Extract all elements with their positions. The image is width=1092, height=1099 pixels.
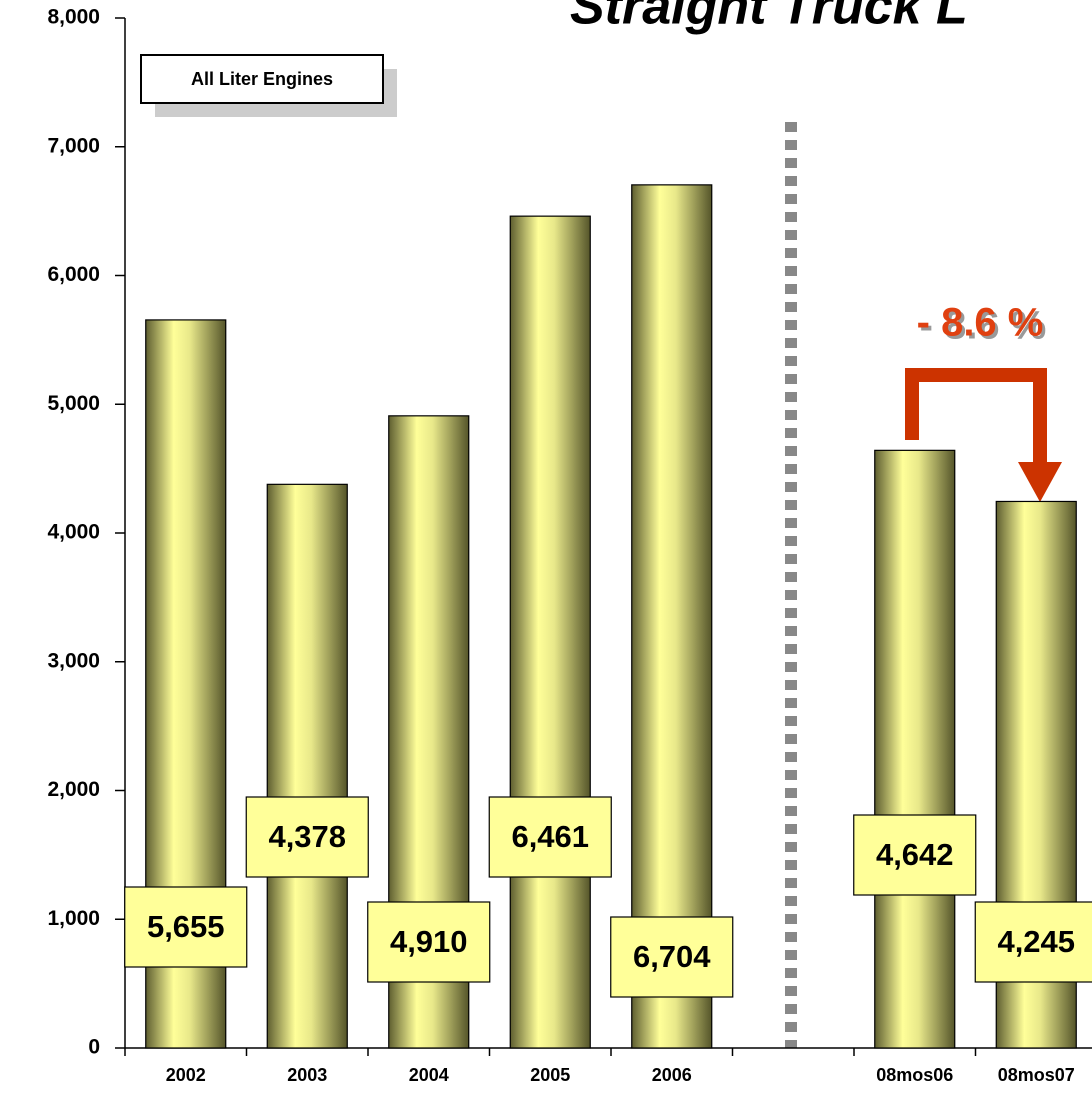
value-label: 4,642 [876, 837, 954, 872]
value-label-box [245, 796, 369, 878]
y-tick-label: 0 [88, 1036, 100, 1059]
value-label: 6,704 [633, 939, 711, 974]
arrow-head [1018, 462, 1062, 502]
value-label-box [853, 814, 977, 896]
value-label: 4,378 [268, 819, 346, 854]
bar [509, 215, 591, 1049]
bar [874, 449, 956, 1049]
value-label: 6,461 [511, 819, 589, 854]
value-label-box [488, 796, 612, 878]
value-label: 4,245 [997, 924, 1075, 959]
x-tick-label: 2005 [530, 1065, 570, 1085]
y-tick-label: 4,000 [47, 521, 100, 544]
y-tick-label: 6,000 [47, 263, 100, 286]
x-tick-label: 2003 [287, 1065, 327, 1085]
annotation: All Liter Engines [191, 69, 333, 89]
value-label-box [367, 901, 491, 983]
x-tick-label: 2002 [166, 1065, 206, 1085]
value-label-box [610, 916, 734, 998]
value-label-box [974, 901, 1092, 983]
chart-title: Straight Truck L [570, 0, 968, 36]
x-tick-label: 2004 [409, 1065, 449, 1085]
change-arrow [905, 368, 1047, 465]
bar [631, 184, 713, 1049]
value-label-box [124, 886, 248, 968]
bar [266, 483, 348, 1049]
y-tick-label: 8,000 [47, 6, 100, 29]
annotation-shadow-text: - 8.6 % [920, 304, 1047, 348]
y-tick-label: 5,000 [47, 392, 100, 415]
y-tick-label: 3,000 [47, 649, 100, 672]
value-label: 4,910 [390, 924, 468, 959]
annotation: - 8.6 % [917, 301, 1044, 345]
annotation-box [140, 54, 384, 104]
value-label: 5,655 [147, 909, 225, 944]
y-tick-label: 2,000 [47, 778, 100, 801]
y-tick-label: 7,000 [47, 134, 100, 157]
x-tick-label: 08mos07 [998, 1065, 1075, 1085]
x-tick-label: 2006 [652, 1065, 692, 1085]
x-tick-label: 08mos06 [876, 1065, 953, 1085]
y-tick-label: 1,000 [47, 907, 100, 930]
